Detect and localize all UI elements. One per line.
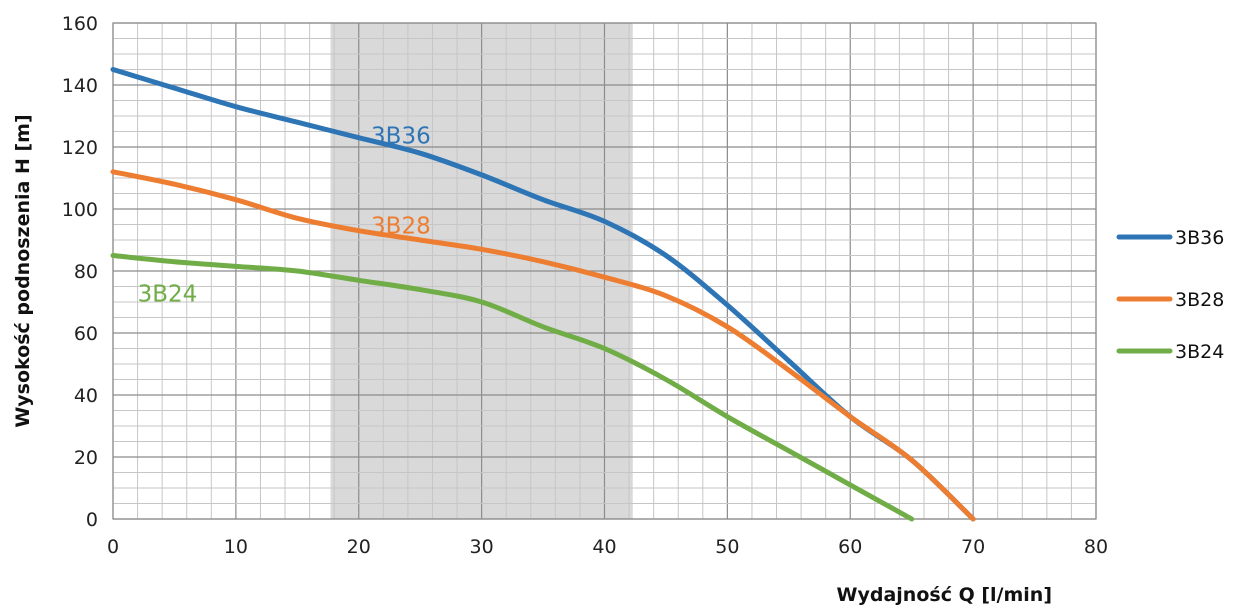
y-tick-label: 160: [62, 13, 98, 35]
curve-label-3b36: 3B36: [371, 124, 431, 150]
curve-label-3b24: 3B24: [138, 282, 198, 308]
curve-label-3b28: 3B28: [371, 214, 431, 240]
y-axis-label: Wysokość podnoszenia H [m]: [12, 114, 34, 427]
legend-label-3b24: 3B24: [1175, 341, 1224, 363]
x-tick-label: 0: [107, 536, 119, 558]
y-tick-label: 100: [62, 199, 98, 221]
y-tick-label: 120: [62, 137, 98, 159]
legend-label-3b36: 3B36: [1175, 227, 1224, 249]
plot-frame: [112, 22, 1097, 520]
x-axis-label: Wydajność Q [l/min]: [837, 584, 1052, 606]
x-tick-label: 10: [224, 536, 248, 558]
curve-labels: 3B36 3B28 3B24: [138, 124, 431, 308]
x-tick-label: 30: [470, 536, 494, 558]
x-tick-label: 20: [347, 536, 371, 558]
y-tick-label: 80: [74, 261, 98, 283]
x-tick-labels: 0 10 20 30 40 50 60 70 80: [107, 536, 1108, 558]
series-line-3b24: [110, 253, 915, 522]
x-tick-label: 70: [961, 536, 985, 558]
y-tick-label: 60: [74, 323, 98, 345]
y-tick-labels: 0 20 40 60 80 100 120 140 160: [62, 13, 98, 531]
y-tick-label: 140: [62, 75, 98, 97]
x-tick-label: 60: [838, 536, 862, 558]
series-lines: [110, 67, 976, 522]
grid: [112, 22, 1097, 520]
x-tick-label: 80: [1084, 536, 1108, 558]
x-tick-label: 50: [715, 536, 739, 558]
legend: 3B36 3B28 3B24: [1116, 227, 1224, 363]
y-tick-label: 20: [74, 447, 98, 469]
y-tick-label: 0: [86, 509, 98, 531]
series-line-3b28: [110, 169, 976, 522]
x-tick-label: 40: [592, 536, 616, 558]
legend-label-3b28: 3B28: [1175, 289, 1224, 311]
y-tick-label: 40: [74, 385, 98, 407]
